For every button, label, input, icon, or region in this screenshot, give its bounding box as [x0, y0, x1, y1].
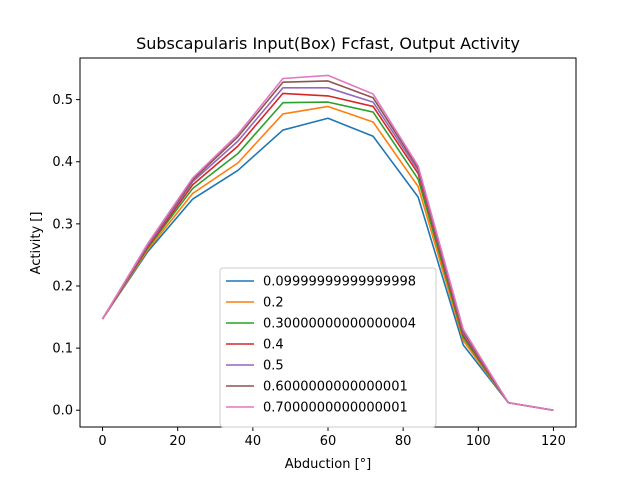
y-axis-label: Activity [] — [29, 212, 44, 275]
legend-label: 0.2 — [263, 296, 284, 311]
y-tick-label: 0.3 — [52, 217, 73, 232]
series-line-7 — [101, 74, 554, 412]
legend-label: 0.30000000000000004 — [263, 317, 416, 332]
x-tick-label: 100 — [466, 434, 491, 449]
legend-label: 0.4 — [263, 338, 284, 353]
legend: 0.09999999999999998 0.2 0.3000000000000000… — [219, 267, 437, 428]
y-tick-label: 0.5 — [52, 93, 73, 108]
y-tick-label: 0.0 — [52, 404, 73, 419]
legend-label: 0.6000000000000001 — [263, 380, 408, 395]
x-tick-label: 60 — [320, 434, 337, 449]
legend-label: 0.7000000000000001 — [263, 401, 408, 416]
plot-area: 0 20 40 60 80 100 120 0.0 0.1 0.2 0.3 0.4 0.5 — [52, 74, 566, 449]
y-tick-label: 0.2 — [52, 279, 73, 294]
series-line-1 — [101, 117, 554, 412]
series-line-2 — [101, 105, 554, 412]
legend-box — [219, 267, 437, 428]
chart-title: Subscapularis Input(Box) Fcfast, Output … — [136, 34, 520, 53]
y-tick-label: 0.1 — [52, 342, 73, 357]
legend-label: 0.5 — [263, 359, 284, 374]
legend-label: 0.09999999999999998 — [263, 275, 416, 290]
series-line-3 — [101, 101, 554, 412]
x-tick-label: 120 — [541, 434, 566, 449]
x-tick-label: 20 — [169, 434, 186, 449]
x-tick-label: 80 — [395, 434, 412, 449]
x-tick-label: 0 — [98, 434, 106, 449]
y-tick-label: 0.4 — [52, 155, 73, 170]
x-tick-label: 40 — [245, 434, 262, 449]
x-axis-label: Abduction [°] — [285, 457, 371, 472]
